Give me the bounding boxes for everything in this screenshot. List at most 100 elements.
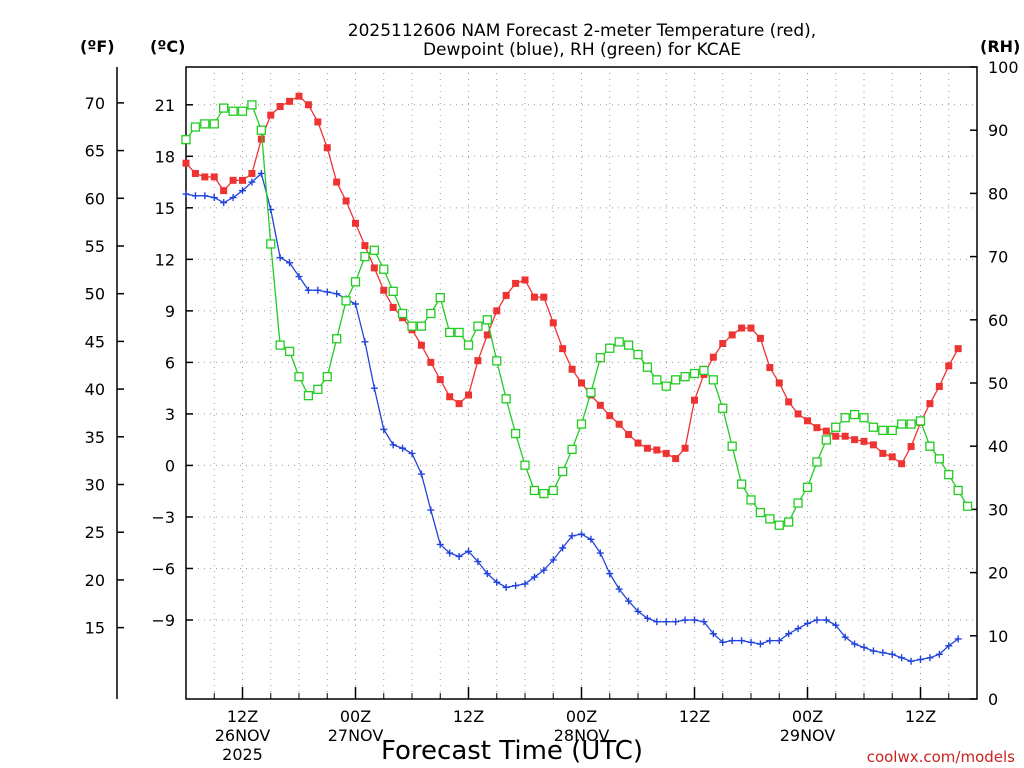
dewpoint-point: [775, 637, 783, 645]
temperature-point: [549, 319, 557, 327]
c-tick-label: 3: [165, 405, 175, 424]
dewpoint-point: [295, 273, 303, 281]
rh-point: [190, 122, 201, 132]
temperature-point: [436, 376, 444, 384]
temperature-point: [568, 365, 576, 373]
rh-point: [435, 293, 445, 303]
dewpoint-point: [851, 640, 859, 648]
dewpoint-point: [907, 657, 915, 665]
temperature-point: [333, 178, 341, 186]
dewpoint-point: [210, 194, 218, 202]
f-tick-label: 70: [85, 94, 105, 113]
rh-point: [266, 239, 276, 249]
dewpoint-point: [239, 187, 246, 195]
temperature-point: [672, 455, 680, 463]
f-tick-label: 20: [85, 571, 105, 590]
dewpoint-point: [804, 619, 811, 627]
rh-point: [501, 394, 511, 404]
dewpoint-point: [483, 570, 491, 578]
rh-point: [661, 381, 671, 391]
temperature-point: [446, 393, 454, 401]
dewpoint-point: [794, 625, 802, 633]
dewpoint-point: [427, 506, 435, 514]
dewpoint-point: [869, 647, 877, 655]
rh-point: [397, 308, 408, 319]
dewpoint-point: [860, 643, 868, 651]
dewpoint-point: [756, 640, 764, 648]
temperature-point: [578, 379, 585, 387]
rh-point: [360, 251, 370, 262]
dewpoint-point: [719, 638, 727, 646]
dewpoint-point: [530, 573, 538, 581]
dewpoint-point: [898, 654, 906, 662]
rh-point: [445, 327, 455, 338]
f-tick-label: 30: [85, 476, 105, 495]
temperature-point: [483, 331, 491, 339]
temperature-point: [540, 293, 548, 301]
temperature-point: [954, 345, 962, 353]
dewpoint-point: [512, 582, 520, 590]
f-tick-label: 15: [85, 619, 105, 638]
temperature-point: [239, 176, 246, 184]
x-tick-label: 00Z: [566, 707, 597, 726]
temperature-point: [248, 169, 256, 177]
temperature-point: [455, 400, 463, 408]
rh-point: [548, 485, 558, 496]
f-tick-label: 50: [85, 285, 105, 304]
dewpoint-point: [559, 544, 567, 552]
rh-point: [332, 334, 342, 344]
temperature-point: [869, 441, 877, 449]
c-tick-label: 0: [165, 456, 175, 475]
dewpoint-point: [587, 535, 595, 543]
rh-point: [181, 135, 191, 145]
x-tick-label: 00Z: [340, 707, 371, 726]
dewpoint-point: [361, 338, 369, 346]
temperature-point: [512, 279, 520, 287]
temperature-point: [719, 340, 727, 347]
dewpoint-point: [813, 616, 821, 624]
rh-point: [463, 340, 474, 350]
temperature-point: [888, 453, 896, 461]
temperature-point: [474, 357, 482, 365]
rh-tick-label: 80: [988, 184, 1008, 203]
dewpoint-point: [634, 607, 642, 615]
temperature-point: [201, 173, 209, 181]
f-tick-label: 45: [85, 332, 105, 351]
dewpoint-point: [549, 556, 557, 564]
rh-point: [934, 454, 944, 464]
x-tick-label: 27NOV: [328, 726, 384, 745]
rh-point: [567, 444, 577, 455]
x-tick-label: 26NOV: [215, 726, 271, 745]
dewpoint-point: [389, 441, 397, 449]
rh-point: [802, 482, 813, 492]
dewpoint-point: [521, 580, 529, 588]
c-tick-label: −9: [151, 611, 175, 630]
rh-point: [520, 460, 530, 470]
rh-point: [482, 315, 492, 325]
dewpoint-point: [455, 552, 463, 560]
temperature-point: [615, 420, 623, 428]
dewpoint-point: [945, 642, 953, 650]
dewpoint-point: [502, 583, 510, 591]
temperature-point: [596, 401, 604, 409]
rh-point: [859, 413, 869, 423]
temperature-point: [785, 398, 793, 406]
rh-point: [614, 337, 624, 347]
rh-point: [821, 435, 831, 445]
temperature-point: [304, 101, 312, 109]
x-tick-label: 12Z: [905, 707, 936, 726]
temperature-point: [804, 417, 811, 425]
rh-point: [492, 356, 502, 366]
temperature-point: [898, 460, 906, 468]
dewpoint-point: [399, 444, 407, 452]
rh-point: [228, 106, 238, 116]
rh-point: [529, 485, 540, 496]
dewpoint-point: [220, 199, 228, 207]
dewpoint-point: [841, 633, 849, 641]
dewpoint-point: [286, 259, 294, 267]
temperature-point: [380, 286, 388, 294]
dewpoint-point: [785, 630, 793, 638]
dewpoint-point: [408, 449, 416, 457]
dewpoint-point: [822, 616, 830, 624]
